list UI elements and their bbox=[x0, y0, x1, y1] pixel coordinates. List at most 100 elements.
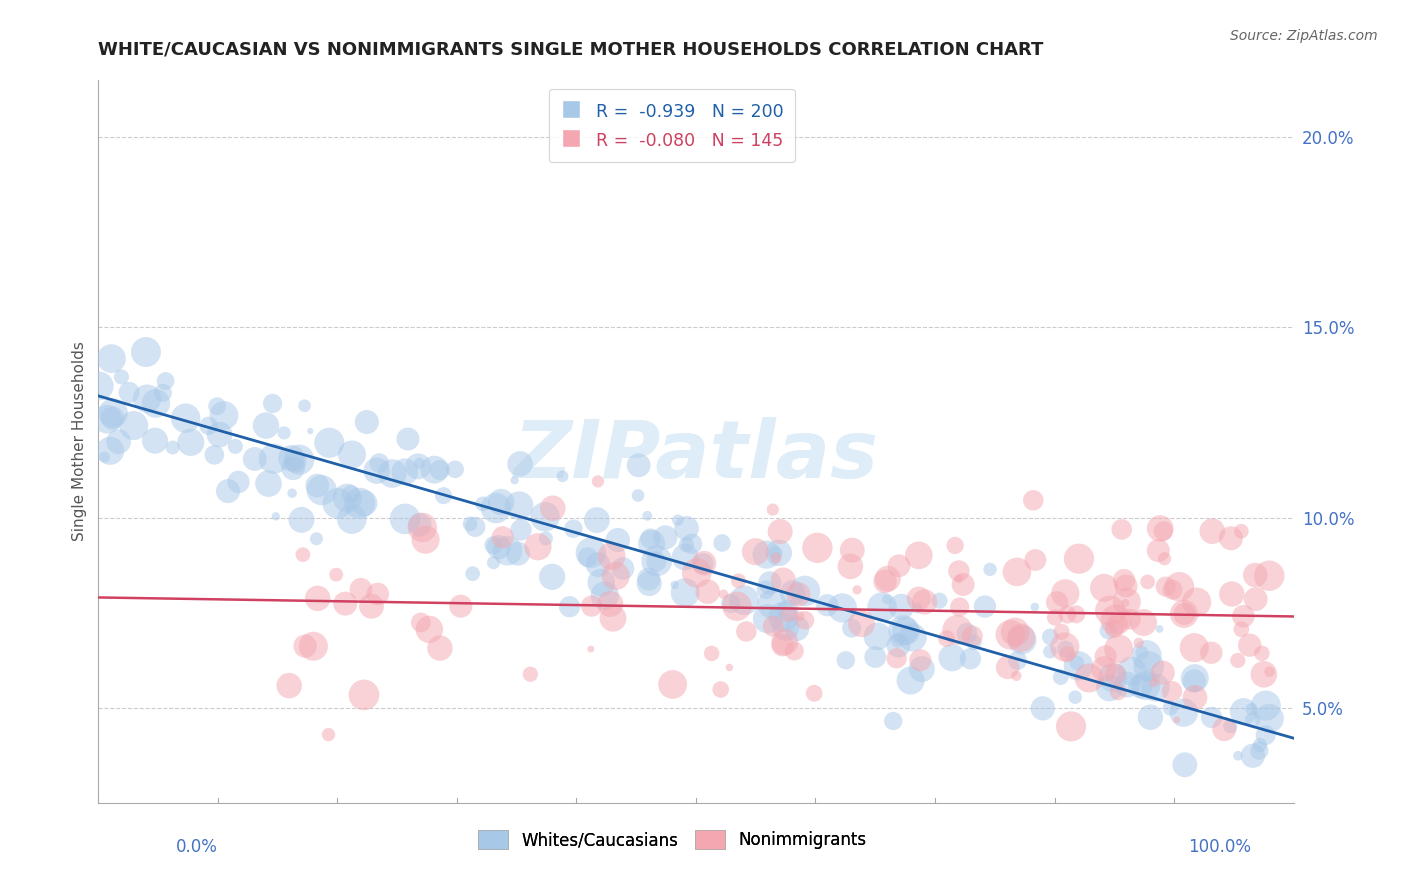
Point bbox=[406, 459, 429, 474]
Point bbox=[541, 570, 564, 584]
Point bbox=[353, 688, 375, 702]
Point bbox=[135, 345, 157, 359]
Point bbox=[686, 566, 709, 580]
Point bbox=[1152, 524, 1174, 538]
Point bbox=[1054, 642, 1077, 657]
Point bbox=[599, 597, 621, 611]
Point bbox=[1139, 667, 1161, 681]
Point bbox=[579, 546, 602, 560]
Point bbox=[602, 611, 624, 625]
Point bbox=[276, 455, 298, 469]
Point bbox=[959, 652, 981, 666]
Point bbox=[305, 532, 328, 546]
Point bbox=[1067, 551, 1090, 566]
Point bbox=[1147, 543, 1170, 558]
Point bbox=[910, 653, 932, 667]
Point bbox=[1105, 613, 1128, 627]
Point bbox=[579, 642, 602, 657]
Point bbox=[489, 495, 512, 509]
Point bbox=[841, 621, 863, 635]
Point bbox=[1024, 553, 1046, 567]
Point bbox=[1152, 665, 1174, 680]
Text: 100.0%: 100.0% bbox=[1188, 838, 1251, 855]
Point bbox=[1121, 664, 1143, 678]
Text: 0.0%: 0.0% bbox=[176, 838, 218, 855]
Point bbox=[1115, 579, 1137, 593]
Point bbox=[1201, 524, 1223, 539]
Point bbox=[326, 496, 349, 510]
Point bbox=[769, 524, 792, 539]
Point bbox=[1239, 638, 1261, 652]
Point bbox=[744, 544, 766, 558]
Point bbox=[558, 599, 581, 614]
Point bbox=[581, 599, 603, 613]
Point bbox=[839, 559, 862, 574]
Point bbox=[1182, 640, 1205, 655]
Point bbox=[396, 432, 419, 446]
Point bbox=[1174, 757, 1197, 772]
Point bbox=[278, 679, 301, 693]
Point bbox=[340, 447, 363, 461]
Point bbox=[1213, 722, 1236, 736]
Point bbox=[846, 582, 869, 597]
Point bbox=[98, 443, 121, 458]
Point bbox=[1060, 719, 1083, 733]
Point bbox=[1144, 681, 1167, 695]
Point bbox=[1254, 728, 1277, 742]
Point bbox=[886, 651, 908, 665]
Point bbox=[415, 533, 437, 547]
Point bbox=[1039, 645, 1062, 659]
Point bbox=[1161, 582, 1184, 597]
Point bbox=[948, 564, 970, 578]
Point bbox=[122, 418, 145, 433]
Point bbox=[409, 517, 432, 532]
Point bbox=[339, 487, 361, 501]
Point bbox=[1219, 719, 1241, 733]
Point bbox=[254, 418, 277, 433]
Point bbox=[1249, 744, 1271, 758]
Point bbox=[755, 548, 778, 562]
Point bbox=[212, 409, 235, 423]
Point bbox=[866, 629, 889, 643]
Point bbox=[1064, 690, 1087, 705]
Point bbox=[349, 496, 371, 510]
Point bbox=[1173, 607, 1195, 621]
Point bbox=[1005, 565, 1028, 579]
Point bbox=[519, 667, 541, 681]
Point bbox=[661, 677, 683, 691]
Point bbox=[1137, 659, 1160, 673]
Point bbox=[527, 540, 550, 554]
Point bbox=[733, 593, 755, 607]
Point bbox=[485, 501, 508, 516]
Point bbox=[143, 434, 166, 448]
Point bbox=[302, 639, 325, 653]
Point bbox=[1039, 630, 1062, 644]
Point bbox=[408, 456, 430, 470]
Point bbox=[1139, 710, 1161, 724]
Point bbox=[873, 574, 896, 589]
Point bbox=[152, 385, 174, 400]
Point bbox=[1129, 679, 1152, 693]
Point bbox=[956, 626, 979, 640]
Point bbox=[586, 475, 609, 489]
Point bbox=[1154, 580, 1177, 594]
Point bbox=[93, 450, 115, 464]
Point bbox=[974, 599, 997, 614]
Point bbox=[1153, 551, 1175, 566]
Point bbox=[576, 550, 599, 565]
Point bbox=[418, 623, 440, 637]
Point bbox=[394, 512, 416, 526]
Point bbox=[197, 418, 219, 433]
Point bbox=[772, 609, 794, 624]
Point bbox=[815, 599, 838, 613]
Point bbox=[367, 587, 389, 601]
Point bbox=[654, 530, 676, 544]
Point bbox=[1166, 713, 1188, 727]
Point bbox=[908, 549, 931, 563]
Point bbox=[979, 562, 1001, 576]
Point bbox=[1184, 681, 1206, 696]
Point bbox=[506, 547, 529, 561]
Point bbox=[1010, 631, 1032, 645]
Point bbox=[876, 572, 898, 586]
Point bbox=[865, 650, 887, 665]
